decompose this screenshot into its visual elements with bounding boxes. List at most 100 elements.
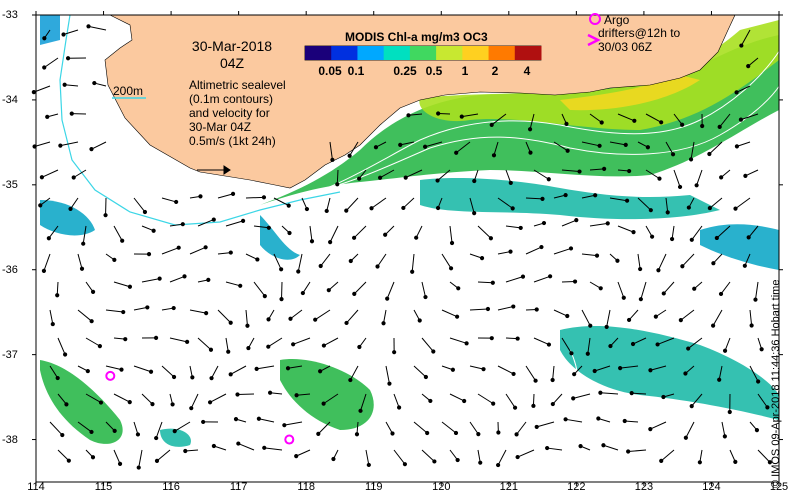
velocity-arrow-shaft (632, 337, 647, 345)
velocity-arrow-shaft (290, 309, 303, 320)
velocity-arrow-shaft (469, 365, 484, 370)
velocity-arrow-shaft (720, 281, 731, 295)
velocity-arrow-shaft (64, 84, 79, 87)
chlorophyll-patch (40, 360, 123, 444)
velocity-arrow-shaft (225, 281, 241, 287)
velocity-arrow-head (171, 374, 177, 380)
velocity-arrow-head (385, 296, 390, 301)
velocity-arrow-shaft (349, 141, 359, 156)
velocity-arrow-shaft (174, 421, 191, 432)
velocity-arrow-head (154, 435, 159, 441)
y-tick-label: -36 (2, 263, 18, 276)
velocity-arrow-head (593, 193, 598, 198)
velocity-arrow-head (238, 283, 243, 288)
velocity-arrow-head (550, 377, 555, 383)
velocity-arrow-shaft (113, 393, 130, 403)
velocity-arrow-shaft (49, 365, 59, 379)
velocity-arrow-head (373, 145, 379, 150)
velocity-arrow-head (550, 401, 555, 407)
velocity-arrow-head (189, 406, 194, 411)
velocity-arrow-shaft (713, 253, 723, 264)
velocity-arrow-shaft (497, 197, 513, 209)
velocity-arrow-shaft (296, 449, 311, 457)
x-tick-label: 122 (567, 481, 586, 493)
velocity-arrow-head (190, 375, 195, 380)
velocity-arrow-shaft (273, 197, 289, 207)
y-tick-label: -38 (2, 433, 18, 446)
velocity-arrow-head (707, 205, 712, 211)
velocity-arrow-shaft (56, 281, 59, 296)
velocity-arrow-shaft (133, 365, 152, 373)
velocity-arrow-head (344, 320, 349, 326)
velocity-arrow-shaft (628, 309, 639, 321)
velocity-arrow-shaft (449, 337, 467, 344)
velocity-arrow-head (588, 323, 593, 328)
velocity-arrow-head (534, 424, 539, 430)
velocity-arrow-head (256, 416, 261, 421)
velocity-arrow-head (527, 127, 533, 132)
x-tick-label: 123 (634, 481, 654, 493)
velocity-arrow-shaft (606, 309, 611, 328)
velocity-arrow-head (318, 369, 323, 374)
velocity-arrow-head (632, 118, 637, 123)
velocity-arrow-head (171, 305, 176, 311)
velocity-arrow-head (42, 65, 47, 70)
velocity-arrow-shaft (377, 253, 387, 267)
velocity-arrow-head (98, 400, 104, 405)
velocity-arrow-head (455, 314, 460, 319)
velocity-arrow-shaft (497, 365, 514, 375)
velocity-arrow-shaft (624, 420, 639, 423)
velocity-arrow-head (375, 264, 380, 269)
velocity-arrow-head (357, 176, 362, 181)
velocity-arrow-shaft (253, 225, 269, 229)
velocity-arrow-head (592, 368, 597, 374)
velocity-arrow-head (733, 206, 738, 211)
velocity-arrow-shaft (594, 365, 611, 372)
velocity-arrow-shaft (505, 169, 512, 184)
chlorophyll-layer (40, 15, 779, 447)
colorbar-tick-label: 2 (491, 64, 499, 78)
velocity-arrow-head (63, 352, 68, 357)
velocity-arrow-head (491, 401, 496, 406)
velocity-arrow-head (621, 295, 626, 300)
velocity-arrow-head (598, 390, 603, 395)
velocity-arrow-head (598, 286, 603, 291)
velocity-arrow-shaft (709, 141, 723, 155)
velocity-arrow-head (626, 449, 631, 454)
velocity-arrow-head (490, 280, 495, 285)
velocity-arrow-shaft (57, 337, 66, 355)
velocity-arrow-shaft (309, 225, 313, 242)
velocity-arrow-shaft (217, 309, 232, 324)
velocity-arrow-head (669, 236, 675, 242)
velocity-arrow-head (697, 460, 702, 465)
velocity-arrow-head (656, 268, 661, 273)
velocity-arrow-shaft (529, 113, 535, 130)
velocity-arrow-head (117, 461, 123, 466)
velocity-arrow-shaft (552, 393, 563, 405)
velocity-arrow-head (624, 198, 630, 203)
velocity-arrow-head (727, 409, 732, 415)
velocity-arrow-shaft (161, 247, 179, 255)
velocity-arrow-shaft (673, 113, 683, 126)
velocity-arrow-head (485, 306, 491, 312)
velocity-arrow-shaft (133, 306, 148, 311)
velocity-arrow-head (321, 343, 326, 348)
colorbar-swatch (514, 46, 542, 60)
velocity-arrow-head (753, 297, 758, 302)
velocity-arrow-head (749, 323, 754, 328)
velocity-arrow-shaft (63, 29, 79, 35)
velocity-arrow-head (146, 252, 152, 257)
velocity-arrow-head (55, 375, 60, 381)
chlorophyll-patch (280, 359, 374, 430)
velocity-arrow-shaft (691, 393, 703, 407)
velocity-arrow-head (638, 297, 643, 302)
velocity-arrow-head (201, 419, 206, 425)
velocity-arrow-head (765, 405, 770, 410)
velocity-arrow-shaft (73, 169, 87, 178)
velocity-arrow-shaft (589, 168, 605, 171)
velocity-arrow-head (71, 175, 76, 180)
velocity-arrow-shaft (497, 306, 514, 311)
velocity-arrow-head (65, 56, 71, 61)
velocity-arrow-head (491, 153, 497, 158)
velocity-arrow-head (714, 235, 719, 241)
